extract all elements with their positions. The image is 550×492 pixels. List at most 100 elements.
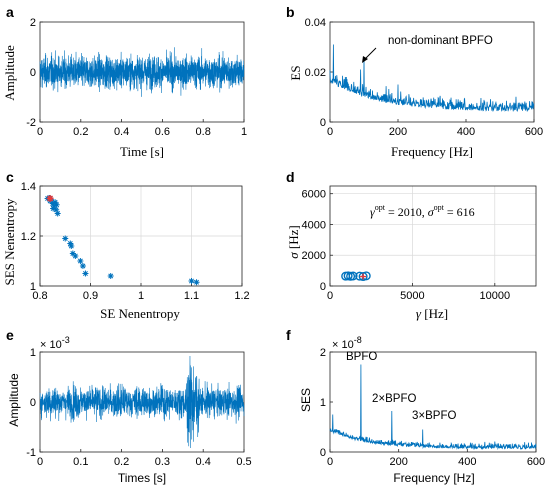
panel-f-ytick-label-1: 1 (320, 397, 326, 409)
panel-e-ytick-label-0: -1 (26, 447, 36, 459)
panel-c-xtick-label-3: 1.1 (184, 290, 199, 302)
panel-f-plot: 0 200 400 600 0 1 2 (320, 347, 545, 468)
panel-a-xtick-label-1: 0.2 (73, 126, 88, 138)
panel-letter-b: b (286, 4, 295, 20)
panel-f-annotation-2bpfo: 2×BPFO (372, 393, 416, 405)
panel-b-xtick-label-3: 600 (525, 126, 543, 138)
panel-c-point-21 (193, 279, 200, 286)
panel-c-ytick-label-2: 1.4 (21, 181, 36, 193)
panel-e-xtick-label-1: 0.1 (73, 456, 88, 468)
panel-c-point-3 (49, 200, 56, 207)
panel-c-point-4 (51, 203, 58, 209)
panel-b-xtick-label-1: 200 (389, 126, 407, 138)
panel-c-point-16 (77, 258, 84, 264)
panel-f-annotation-bpfo: BPFO (346, 351, 377, 363)
panel-a-ylabel: Amplitude (2, 45, 17, 101)
panel-d-plot: 0 5000 10000 0 2000 4000 6000 (302, 185, 537, 302)
panel-c-point-9 (53, 201, 60, 208)
panel-c-xtick-label-2: 1 (138, 290, 144, 302)
panel-d-highlight-ring (358, 272, 368, 282)
panel-c-point-8 (54, 210, 61, 217)
panel-c-point-17 (79, 263, 86, 269)
panel-f-spectrum-line (329, 364, 537, 451)
panel-b-annotation: non-dominant BPFO (388, 35, 493, 47)
panel-b-plot: 0 200 400 600 0 0.02 0.04 (305, 17, 544, 138)
panel-c-ytick-label-0: 1 (30, 281, 36, 293)
panel-letter-e: e (6, 327, 14, 343)
panel-c-point-18 (82, 270, 89, 277)
panel-d-ytick-label-1: 2000 (302, 250, 326, 262)
panel-f-multiplier: × 10-8 (332, 335, 362, 351)
panel-c-point-15 (72, 253, 79, 259)
panel-d-xtick-label-2: 10000 (480, 290, 511, 302)
panel-f-xtick-label-2: 400 (458, 456, 476, 468)
panel-c-highlight-point (46, 195, 54, 202)
panel-e-xtick-label-2: 0.2 (114, 456, 129, 468)
panel-f-xtick-label-3: 600 (527, 456, 545, 468)
panel-e-plot: 0 0.1 0.2 0.3 0.4 0.5-101 (26, 347, 251, 468)
panel-c-ylabel: SES Nenentropy (2, 198, 17, 286)
panel-d-xtick-label-0: 0 (327, 290, 333, 302)
panel-c-point-19 (107, 273, 114, 279)
panel-c-point-14 (69, 250, 76, 257)
panel-a-xtick-label-2: 0.4 (114, 126, 129, 138)
panel-c-point-20 (188, 278, 195, 284)
panel-a-xtick-label-5: 1 (241, 126, 247, 138)
panel-c-point-6 (50, 205, 57, 212)
panel-b-xlabel: Frequency [Hz] (391, 144, 473, 159)
panel-d-point-3 (348, 271, 358, 281)
panel-d-xtick-label-1: 5000 (400, 290, 424, 302)
panel-letter-d: d (286, 169, 295, 185)
panel-e-xtick-label-0: 0 (37, 456, 43, 468)
panel-b-ylabel: ES (288, 65, 303, 80)
panel-c-point-11 (62, 235, 69, 242)
panel-e-xtick-label-5: 0.5 (236, 456, 251, 468)
panel-c-plot: 0.8 0.9 1 1.1 1.2 1 1.2 1.4 (21, 181, 250, 302)
panel-d-frame (329, 185, 537, 287)
panel-c-point-7 (53, 206, 60, 213)
panel-letter-f: f (286, 327, 291, 343)
panel-a-xlabel: Time [s] (120, 144, 164, 159)
panel-c-ytick-label-1: 1.2 (21, 231, 36, 243)
panel-c-point-13 (68, 243, 75, 249)
panel-f-annotation-3bpfo: 3×BPFO (412, 410, 456, 422)
panel-e-xlabel: Times [s] (118, 471, 166, 485)
panel-b-xtick-label-0: 0 (327, 126, 333, 138)
panel-e-signal-line (39, 355, 245, 449)
panel-e-ylabel: Amplitude (7, 373, 21, 427)
panel-f-xlabel: Frequency [Hz] (393, 471, 474, 485)
panel-a-ytick-label-2: 2 (30, 17, 36, 29)
panel-c-xlabel: SE Nenentropy (100, 306, 180, 321)
panel-a-xtick-label-4: 0.8 (196, 126, 211, 138)
panel-c-xtick-label-4: 1.2 (234, 290, 249, 302)
panel-d-annotation: γopt = 2010, σopt = 616 (370, 203, 475, 219)
panel-e-xtick-label-4: 0.4 (196, 456, 211, 468)
panel-letter-c: c (6, 169, 14, 185)
panel-a-xtick-label-0: 0 (37, 126, 43, 138)
panel-b-xtick-label-2: 400 (457, 126, 475, 138)
panel-c-xtick-label-0: 0.8 (32, 290, 47, 302)
panel-a-ytick-label-0: -2 (26, 117, 36, 129)
panel-b-ytick-label-1: 0.02 (305, 67, 326, 79)
panel-f-xtick-label-0: 0 (327, 456, 333, 468)
panel-c-xtick-label-1: 0.9 (83, 290, 98, 302)
panel-f-xtick-label-1: 200 (389, 456, 407, 468)
panel-e-ytick-label-1: 0 (30, 397, 36, 409)
panel-e-ytick-label-2: 1 (30, 347, 36, 359)
panel-d-ytick-label-3: 6000 (302, 189, 326, 201)
panel-a-ytick-label-1: 0 (30, 67, 36, 79)
panel-d-ytick-label-0: 0 (320, 281, 326, 293)
panel-d-xlabel: γ [Hz] (416, 306, 448, 321)
panel-a-plot: 0 0.2 0.4 0.6 0.8 1-202 (26, 17, 247, 138)
panel-d-highlight-point (360, 273, 367, 280)
panel-f-ytick-label-0: 0 (320, 447, 326, 459)
panel-f-ylabel: SES (299, 388, 313, 412)
panel-d-ytick-label-2: 4000 (302, 219, 326, 231)
panel-e-multiplier: × 10-3 (40, 335, 70, 351)
panel-c-point-5 (52, 199, 59, 206)
panel-d-ylabel: σ [Hz] (286, 225, 301, 259)
panel-a-xtick-label-3: 0.6 (155, 126, 170, 138)
panel-c-point-12 (67, 240, 74, 247)
panel-e-xtick-label-3: 0.3 (155, 456, 170, 468)
